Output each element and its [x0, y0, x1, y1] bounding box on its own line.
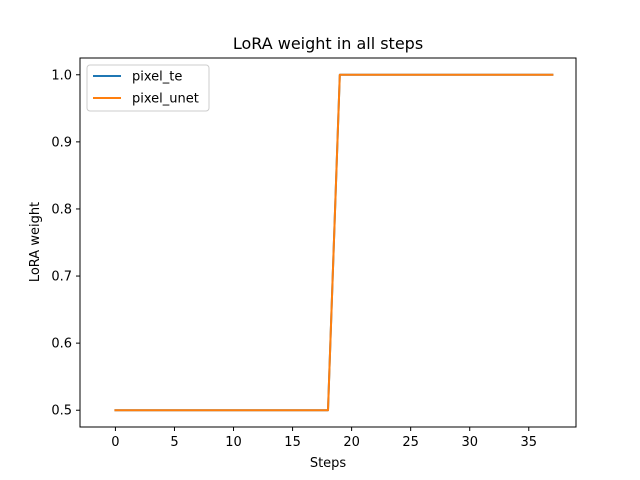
- x-tick-label: 30: [461, 435, 478, 450]
- x-tick-label: 35: [520, 435, 537, 450]
- x-tick-label: 15: [284, 435, 301, 450]
- legend-label-pixel_te: pixel_te: [132, 70, 182, 85]
- x-axis-label: Steps: [310, 456, 347, 471]
- plot-area: [114, 73, 554, 412]
- y-tick-label: 0.6: [51, 337, 72, 352]
- x-tick-label: 20: [343, 435, 360, 450]
- y-tick-label: 0.9: [51, 135, 72, 150]
- y-tick-label: 0.8: [51, 202, 72, 217]
- x-tick-label: 0: [111, 435, 119, 450]
- series-line-pixel_unet: [114, 73, 554, 412]
- x-tick-label: 10: [225, 435, 242, 450]
- x-tick-label: 25: [402, 435, 419, 450]
- chart-title: LoRA weight in all steps: [233, 34, 423, 53]
- axis-ticks: 0 5 10 15 20 25 30 35 0.5 0.6 0.7 0.8 0.9 1.0: [51, 68, 537, 450]
- y-axis-label: LoRA weight: [28, 202, 43, 282]
- axes-frame: [79, 57, 577, 428]
- legend: pixel_te pixel_unet: [86, 64, 210, 112]
- legend-label-pixel_unet: pixel_unet: [132, 92, 199, 107]
- x-tick-label: 5: [170, 435, 178, 450]
- y-tick-label: 1.0: [51, 68, 72, 83]
- y-tick-label: 0.7: [51, 270, 72, 285]
- y-tick-label: 0.5: [51, 404, 72, 419]
